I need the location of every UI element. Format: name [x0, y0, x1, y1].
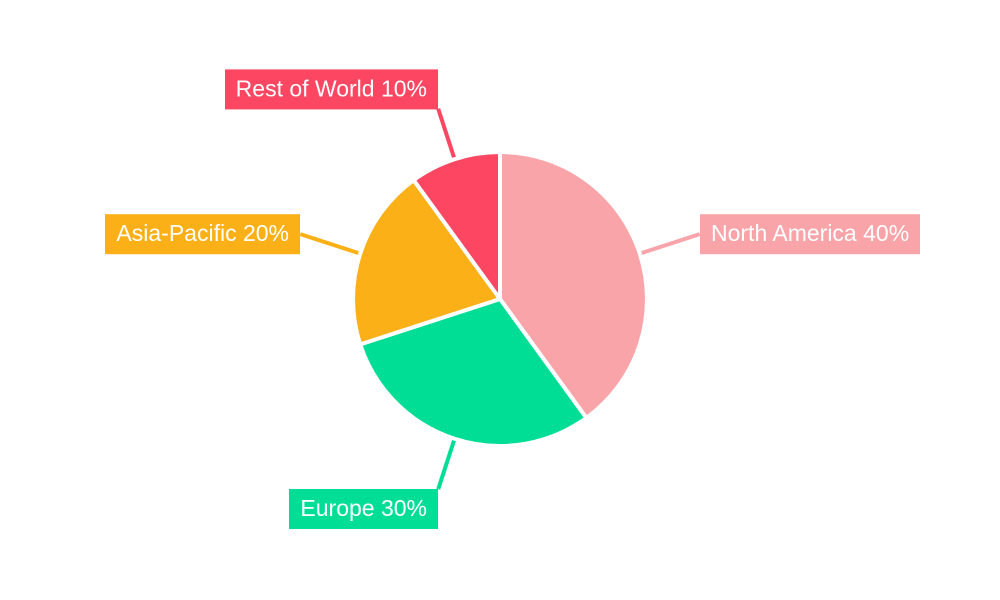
- leader-line-3: [436, 108, 457, 160]
- leader-lines-group: [299, 108, 701, 490]
- pie-slice-label: Asia-Pacific 20%: [105, 214, 300, 254]
- pie-slice-label: North America 40%: [700, 214, 921, 254]
- pie-slice-label: Rest of World 10%: [224, 69, 438, 109]
- pie-slice-2: [351, 178, 502, 347]
- pie-slice-label: Europe 30%: [289, 489, 438, 529]
- leader-line-2: [299, 232, 361, 256]
- pie-slice-3: [411, 150, 502, 301]
- pie-slice-1: [358, 297, 589, 448]
- leader-line-1: [436, 438, 457, 490]
- leader-line-0: [639, 232, 701, 256]
- pie-slice-0: [498, 150, 649, 420]
- pie-slices-group: [351, 150, 649, 448]
